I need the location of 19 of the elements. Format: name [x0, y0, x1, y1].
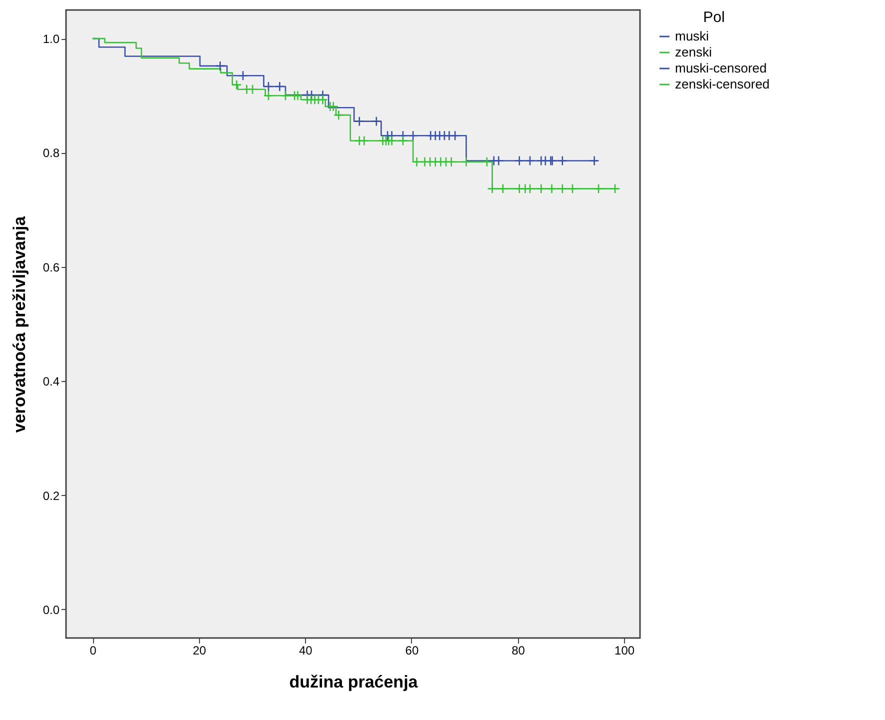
y-tick-label: 1.0: [42, 32, 60, 46]
legend-label: zenski: [675, 44, 712, 60]
x-tick-label: 0: [90, 644, 97, 658]
y-tick-label: 0.4: [42, 374, 60, 389]
y-axis-title: verovatnoća preživljavanja: [10, 216, 29, 433]
y-tick-label: 0.2: [42, 488, 60, 503]
legend-label: muski-censored: [675, 60, 767, 76]
y-tick-label: 0.6: [42, 260, 60, 274]
y-tick-label: 0.8: [42, 146, 60, 160]
y-tick-label: 0.0: [42, 602, 60, 617]
x-tick-label: 40: [298, 644, 313, 658]
x-tick-label: 20: [192, 644, 206, 658]
legend-label: muski: [675, 28, 710, 44]
x-tick-label: 100: [614, 644, 635, 658]
x-tick-label: 80: [512, 644, 526, 658]
x-axis-title: dužina praćenja: [289, 672, 418, 692]
legend-label: zenski-censored: [675, 76, 770, 92]
x-tick-label: 60: [405, 644, 419, 658]
legend-title: Pol: [703, 9, 725, 26]
